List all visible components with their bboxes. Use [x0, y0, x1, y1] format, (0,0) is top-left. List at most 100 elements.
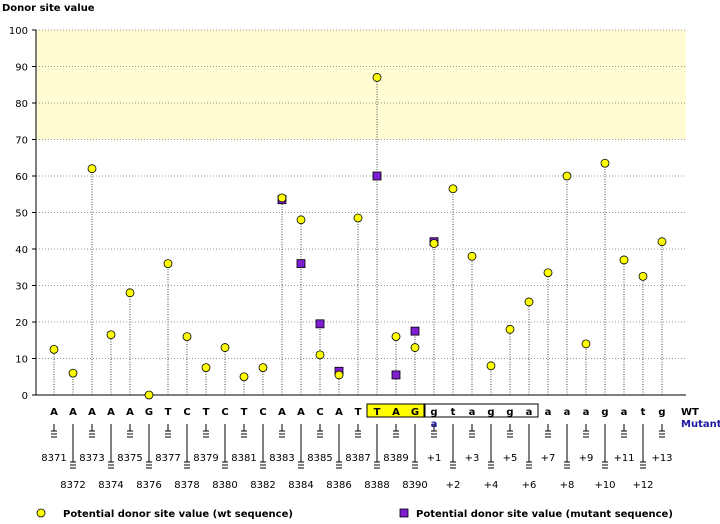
wt-point [258, 363, 268, 373]
position-label: 8371 [41, 453, 66, 464]
y-tick-label: 50 [15, 209, 28, 220]
wt-point [68, 368, 78, 378]
sequence-base: T [241, 407, 248, 418]
sequence-base: A [107, 407, 115, 418]
y-tick-label: 80 [15, 99, 28, 110]
position-label: 8388 [364, 480, 389, 491]
position-label: +10 [594, 480, 615, 491]
position-label: 8389 [383, 453, 408, 464]
position-label: +1 [427, 453, 442, 464]
wt-point [410, 343, 420, 352]
y-tick-label: 0 [22, 391, 28, 402]
wt-point [391, 332, 401, 342]
wt-point [543, 268, 553, 278]
position-label: 8376 [136, 480, 161, 491]
sequence-base: a [526, 407, 533, 418]
position-label: 8381 [231, 453, 256, 464]
position-label: 8378 [174, 480, 199, 491]
position-label: +3 [465, 453, 480, 464]
sequence-base: T [203, 407, 210, 418]
highlight-band [36, 30, 686, 140]
sequence-base: g [658, 407, 665, 418]
mutant-point [372, 171, 382, 181]
wt-point [448, 184, 458, 194]
sequence-base: A [297, 407, 305, 418]
wt-point [524, 297, 534, 307]
wt-row-label: WT [681, 407, 699, 418]
mutant-row-label: Mutant [681, 419, 720, 430]
sequence-base: A [278, 407, 286, 418]
wt-point [277, 193, 287, 203]
exon-highlight-box [366, 403, 426, 418]
wt-point [87, 164, 97, 174]
position-label: 8386 [326, 480, 351, 491]
position-label: +2 [446, 480, 461, 491]
chart-title: Donor site value [2, 3, 95, 14]
y-tick-label: 40 [15, 245, 28, 256]
sequence-base: A [335, 407, 343, 418]
sequence-base: A [69, 407, 77, 418]
position-label: +12 [632, 480, 653, 491]
sequence-base: a [564, 407, 571, 418]
wt-point [315, 350, 325, 360]
position-label: 8385 [307, 453, 332, 464]
sequence-base: C [316, 407, 323, 418]
sequence-base: g [506, 407, 513, 418]
position-label: 8384 [288, 480, 313, 491]
sequence-base: A [88, 407, 96, 418]
position-label: 8382 [250, 480, 275, 491]
position-label: 8373 [79, 453, 104, 464]
mutant-point [315, 319, 325, 329]
position-label: +4 [484, 480, 499, 491]
wt-point [49, 344, 59, 354]
wt-point [144, 390, 154, 400]
position-label: 8383 [269, 453, 294, 464]
sequence-base: g [601, 407, 608, 418]
y-tick-label: 100 [9, 26, 28, 37]
sequence-base: a [545, 407, 552, 418]
position-label: 8374 [98, 480, 123, 491]
sequence-base: A [50, 407, 58, 418]
wt-point [467, 251, 477, 261]
wt-point [657, 237, 667, 247]
sequence-base: T [355, 407, 362, 418]
position-label: 8379 [193, 453, 218, 464]
legend-mutant-label: Potential donor site value (mutant seque… [416, 509, 673, 520]
wt-point [600, 158, 610, 168]
wt-point [581, 339, 591, 349]
wt-point [106, 330, 116, 340]
wt-point [505, 324, 515, 334]
position-label: 8390 [402, 480, 427, 491]
y-tick-label: 60 [15, 172, 28, 183]
sequence-base: g [430, 407, 437, 418]
sequence-base: C [221, 407, 228, 418]
position-label: +13 [651, 453, 672, 464]
wt-point [182, 332, 192, 342]
wt-point [296, 215, 306, 225]
mutant-point [296, 259, 306, 269]
wt-point [220, 343, 230, 352]
legend-mutant-marker [399, 508, 409, 518]
wt-point [201, 363, 211, 373]
y-tick-label: 10 [15, 355, 28, 366]
wt-point [353, 213, 363, 223]
position-label: +8 [560, 480, 575, 491]
position-label: +9 [579, 453, 594, 464]
intron-box [423, 403, 539, 418]
wt-point [619, 255, 629, 265]
sequence-base: G [145, 407, 153, 418]
wt-point [372, 73, 382, 82]
sequence-base: T [165, 407, 172, 418]
position-label: +11 [613, 453, 634, 464]
sequence-base: T [374, 407, 381, 418]
sequence-base: G [411, 407, 419, 418]
wt-point [163, 259, 173, 269]
legend-wt-marker [36, 508, 46, 518]
sequence-base: a [621, 407, 628, 418]
legend-wt-label: Potential donor site value (wt sequence) [63, 509, 293, 520]
position-label: 8380 [212, 480, 237, 491]
mutant-point [410, 326, 420, 336]
position-label: +7 [541, 453, 556, 464]
